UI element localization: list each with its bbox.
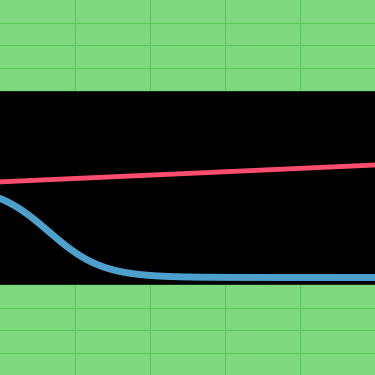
- Bar: [0, 285, 375, 375]
- Bar: [0, 0, 375, 90]
